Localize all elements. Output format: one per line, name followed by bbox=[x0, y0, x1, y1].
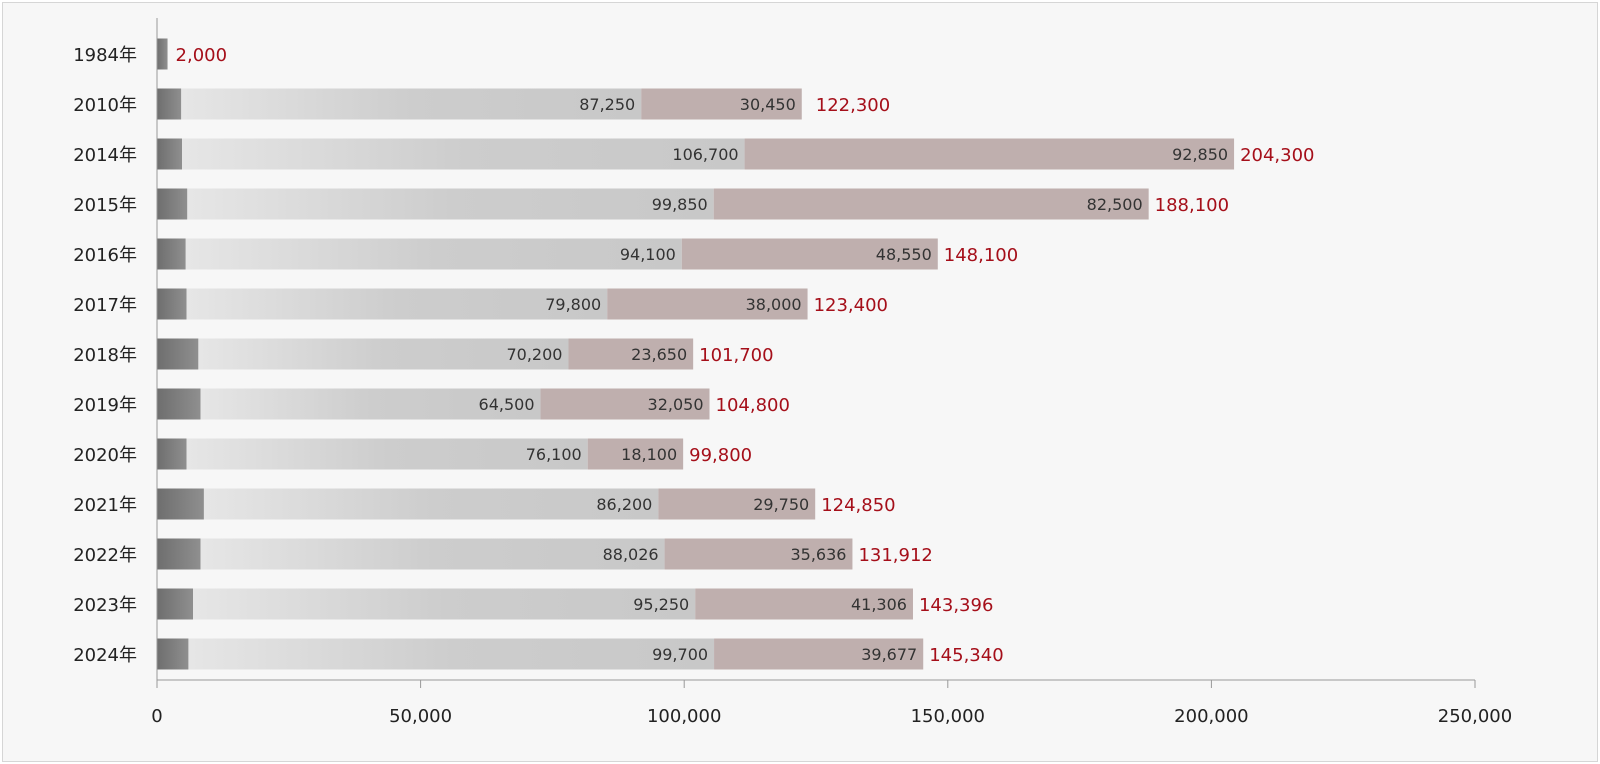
data-label: 79,800 bbox=[545, 295, 601, 314]
bar-segment-3 bbox=[658, 488, 816, 520]
x-tick-label: 50,000 bbox=[389, 706, 452, 727]
data-label: 95,250 bbox=[633, 595, 689, 614]
bar-segment-1 bbox=[157, 538, 201, 570]
data-label: 76,100 bbox=[526, 445, 582, 464]
data-label: 99,850 bbox=[652, 195, 708, 214]
data-label: 41,306 bbox=[851, 595, 907, 614]
data-label: 35,636 bbox=[790, 545, 846, 564]
category-label: 2020年 bbox=[73, 445, 137, 466]
bar-segment-2 bbox=[203, 488, 659, 520]
bar-segment-2 bbox=[186, 288, 608, 320]
data-label: 92,850 bbox=[1172, 145, 1228, 164]
total-label: 131,912 bbox=[858, 545, 932, 566]
data-label: 48,550 bbox=[876, 245, 932, 264]
total-label: 124,850 bbox=[821, 495, 895, 516]
category-label: 2019年 bbox=[73, 395, 137, 416]
data-label: 99,700 bbox=[652, 645, 708, 664]
x-tick-label: 200,000 bbox=[1174, 706, 1248, 727]
category-label: 2021年 bbox=[73, 495, 137, 516]
category-label: 2015年 bbox=[73, 195, 137, 216]
data-label: 94,100 bbox=[620, 245, 676, 264]
bar-segment-3 bbox=[664, 538, 853, 570]
bar-segment-1 bbox=[157, 638, 189, 670]
x-tick-label: 250,000 bbox=[1438, 706, 1512, 727]
bar-segment-3 bbox=[695, 588, 913, 620]
bar-segment-2 bbox=[182, 138, 745, 170]
x-tick-label: 150,000 bbox=[911, 706, 985, 727]
data-label: 39,677 bbox=[861, 645, 917, 664]
bar-segment-2 bbox=[200, 388, 541, 420]
category-label: 2010年 bbox=[73, 95, 137, 116]
data-label: 32,050 bbox=[648, 395, 704, 414]
bar-segment-2 bbox=[187, 188, 714, 220]
bar-segment-3 bbox=[568, 338, 694, 370]
bar-segment-2 bbox=[185, 238, 682, 270]
bar-segment-2 bbox=[200, 538, 665, 570]
category-label: 2018年 bbox=[73, 345, 137, 366]
data-label: 29,750 bbox=[753, 495, 809, 514]
total-label: 123,400 bbox=[814, 295, 888, 316]
total-label: 148,100 bbox=[944, 245, 1018, 266]
total-label: 122,300 bbox=[816, 95, 890, 116]
data-label: 86,200 bbox=[596, 495, 652, 514]
bar-segment-1 bbox=[157, 488, 204, 520]
bar-segment-1 bbox=[157, 438, 187, 470]
total-label: 188,100 bbox=[1155, 195, 1229, 216]
total-label: 99,800 bbox=[689, 445, 752, 466]
data-label: 87,250 bbox=[579, 95, 635, 114]
bar-segment-1 bbox=[157, 238, 186, 270]
bar-segment-3 bbox=[540, 388, 710, 420]
total-label: 204,300 bbox=[1240, 145, 1314, 166]
bar-segment-2 bbox=[181, 88, 642, 120]
total-label: 104,800 bbox=[716, 395, 790, 416]
category-label: 2022年 bbox=[73, 545, 137, 566]
bar-segment-1 bbox=[157, 288, 187, 320]
data-label: 82,500 bbox=[1087, 195, 1143, 214]
total-label: 143,396 bbox=[919, 595, 993, 616]
x-tick-label: 0 bbox=[151, 706, 162, 727]
bar-segment-3 bbox=[607, 288, 808, 320]
total-label: 145,340 bbox=[929, 645, 1003, 666]
bar-segment-1 bbox=[157, 38, 168, 70]
bar-segment-1 bbox=[157, 388, 201, 420]
data-label: 38,000 bbox=[746, 295, 802, 314]
total-label: 101,700 bbox=[699, 345, 773, 366]
total-label: 2,000 bbox=[176, 45, 228, 66]
category-label: 1984年 bbox=[73, 45, 137, 66]
bar-segment-1 bbox=[157, 188, 188, 220]
bar-segment-2 bbox=[198, 338, 569, 370]
data-label: 64,500 bbox=[479, 395, 535, 414]
category-label: 2014年 bbox=[73, 145, 137, 166]
bar-segment-1 bbox=[157, 338, 199, 370]
bar-segment-3 bbox=[587, 438, 684, 470]
data-label: 106,700 bbox=[672, 145, 738, 164]
data-label: 70,200 bbox=[506, 345, 562, 364]
bar-segment-1 bbox=[157, 588, 194, 620]
category-label: 2024年 bbox=[73, 645, 137, 666]
data-label: 88,026 bbox=[603, 545, 659, 564]
bar-segment-1 bbox=[157, 88, 182, 120]
category-label: 2023年 bbox=[73, 595, 137, 616]
data-label: 30,450 bbox=[740, 95, 796, 114]
bar-segment-3 bbox=[681, 238, 938, 270]
bar-segment-2 bbox=[186, 438, 588, 470]
bar-segment-3 bbox=[714, 638, 924, 670]
bar-segment-3 bbox=[744, 138, 1235, 170]
bar-segment-3 bbox=[641, 88, 802, 120]
x-tick-label: 100,000 bbox=[647, 706, 721, 727]
bar-segment-2 bbox=[188, 638, 715, 670]
category-label: 2017年 bbox=[73, 295, 137, 316]
bar-segment-1 bbox=[157, 138, 183, 170]
data-label: 18,100 bbox=[621, 445, 677, 464]
bar-segment-3 bbox=[713, 188, 1149, 220]
data-label: 23,650 bbox=[631, 345, 687, 364]
bar-segment-2 bbox=[193, 588, 696, 620]
category-label: 2016年 bbox=[73, 245, 137, 266]
